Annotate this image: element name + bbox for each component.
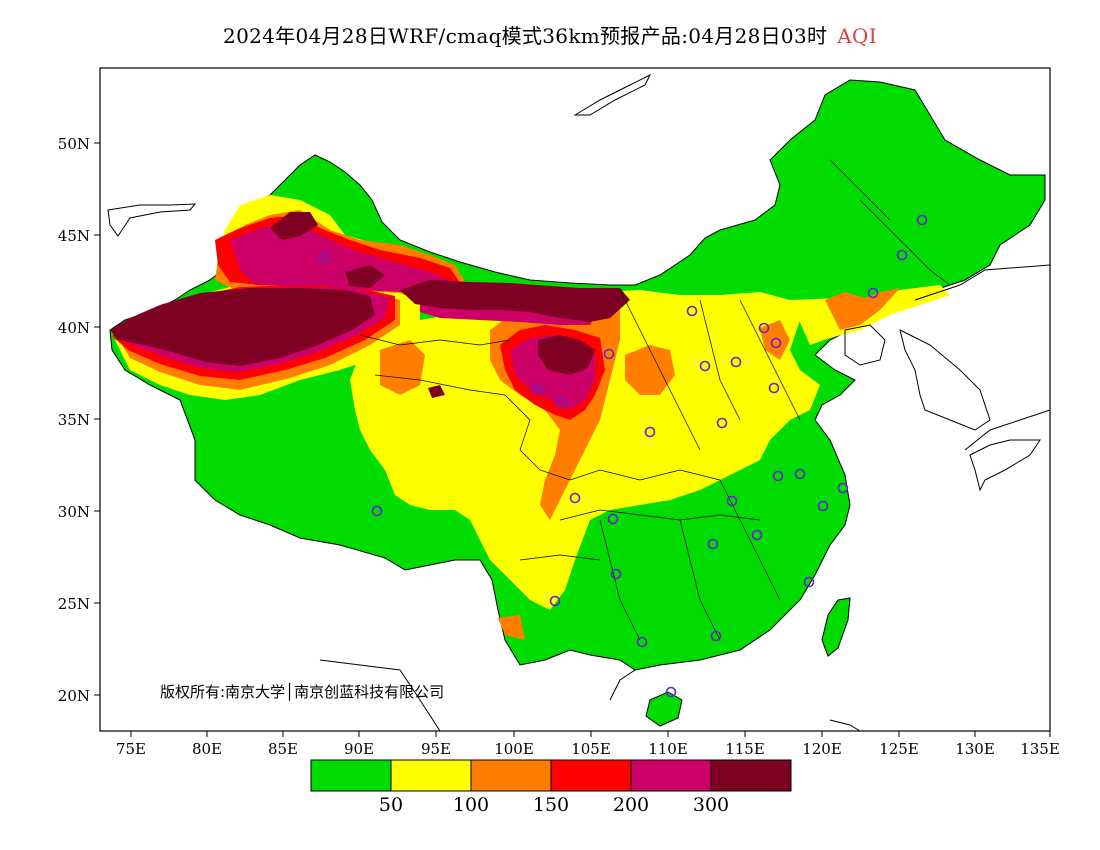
legend-label-50: 50 (379, 794, 403, 816)
lat-label-35n: 35N (58, 411, 90, 429)
lon-label-90e: 90E (344, 740, 374, 758)
lat-label-50n: 50N (58, 135, 90, 153)
legend-swatch-4 (550, 759, 632, 792)
lon-label-115e: 115E (725, 740, 765, 758)
copyright-text: 版权所有:南京大学│南京创蓝科技有限公司 (160, 682, 444, 701)
lon-label-130e: 130E (955, 740, 995, 758)
legend-swatch-6 (710, 759, 792, 792)
lat-label-20n: 20N (58, 687, 90, 705)
lat-label-40n: 40N (58, 319, 90, 337)
lon-label-120e: 120E (802, 740, 842, 758)
aqi-zone-maroon-central (538, 335, 595, 375)
legend-swatch-1 (310, 759, 392, 792)
aqi-zone-orange-liaoning (825, 288, 900, 330)
map-title: 2024年04月28日WRF/cmaq模式36km预报产品:04月28日03时 A… (0, 20, 1100, 49)
lon-axis (130, 731, 1051, 737)
legend-label-200: 200 (613, 794, 649, 816)
province-boundaries (359, 159, 951, 641)
lon-label-100e: 100E (494, 740, 534, 758)
lon-label-105e: 105E (571, 740, 611, 758)
aqi-zone-maroon-north-a (270, 212, 318, 240)
lon-label-135e: 135E (1020, 740, 1060, 758)
aqi-zone-orange-shaanxi (625, 345, 675, 395)
aqi-zone-purple-north (230, 222, 460, 292)
aqi-zone-maroon-hexi (400, 280, 630, 322)
lat-label-45n: 45N (58, 227, 90, 245)
aqi-zone-maroon-tarim (110, 288, 375, 366)
title-main: 2024年04月28日WRF/cmaq模式36km预报产品:04月28日03时 (223, 24, 828, 48)
aqi-zone-maroon-north-b (345, 265, 385, 288)
map-layers (107, 73, 1050, 731)
aqi-zone-orange-south (498, 615, 525, 640)
legend-swatch-3 (470, 759, 552, 792)
lon-label-75e: 75E (116, 740, 146, 758)
legend-label-150: 150 (533, 794, 569, 816)
lat-labels: 50N 45N 40N 35N 30N 25N 20N (58, 135, 90, 705)
legend-label-300: 300 (693, 794, 729, 816)
lat-label-30n: 30N (58, 503, 90, 521)
map-frame (99, 67, 1051, 732)
hainan-island (645, 691, 683, 727)
lon-label-110e: 110E (648, 740, 688, 758)
lon-labels: 75E 80E 85E 90E 95E 100E 105E 110E 115E … (116, 740, 1060, 758)
legend-label-100: 100 (453, 794, 489, 816)
lon-label-80e: 80E (192, 740, 222, 758)
lon-label-125e: 125E (879, 740, 919, 758)
lon-label-95e: 95E (421, 740, 451, 758)
city-markers (318, 214, 928, 698)
aqi-zone-maroon-spot (428, 385, 445, 398)
aqi-zone-orange-qinghai (380, 340, 425, 395)
neighbor-coastlines (107, 73, 1050, 731)
lat-label-25n: 25N (58, 595, 90, 613)
title-product: AQI (837, 24, 877, 48)
lat-axis (94, 142, 100, 696)
lon-label-85e: 85E (268, 740, 298, 758)
legend-swatch-5 (630, 759, 712, 792)
aqi-legend (310, 759, 792, 792)
legend-swatch-2 (390, 759, 472, 792)
taiwan-island (821, 597, 851, 657)
legend-labels: 50 100 150 200 300 (379, 794, 729, 816)
